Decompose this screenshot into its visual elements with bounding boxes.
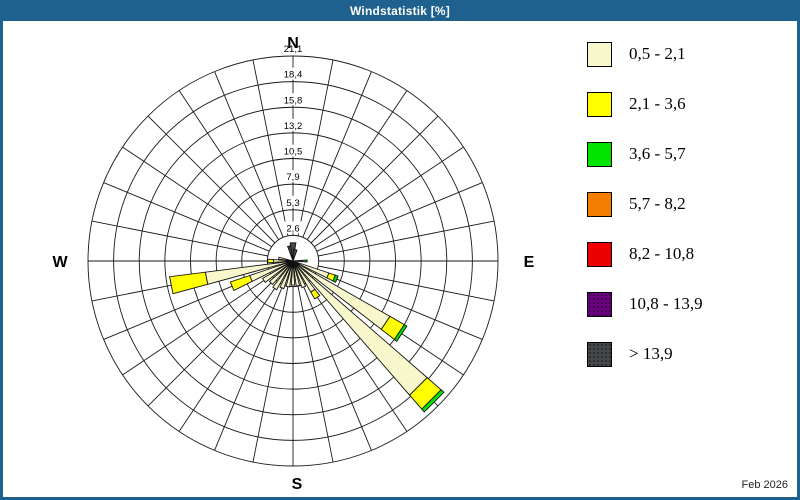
petal-segment	[169, 271, 209, 295]
legend-item: 10,8 - 13,9	[587, 291, 703, 317]
legend-swatch-class5	[587, 241, 612, 267]
legend-item: 3,6 - 5,7	[587, 141, 703, 167]
radial-tick-label: 21,1	[284, 44, 303, 55]
petal-segment	[291, 255, 294, 262]
petal-segment	[277, 256, 294, 262]
petal-segment	[229, 274, 253, 292]
petal-segment	[292, 260, 307, 289]
wind-rose-chart: 2,6 5,3 7,9 10,5 13,2 15,8 18,4 21,1N S W E	[52, 35, 535, 493]
title-bar: Windstatistik [%]	[0, 0, 800, 21]
legend-swatch-class2	[587, 91, 612, 117]
petal-segment	[301, 259, 308, 263]
compass-label: W	[52, 254, 68, 271]
legend-label: 2,1 - 3,6	[629, 94, 686, 113]
legend-item: 2,1 - 3,6	[587, 91, 703, 117]
petal-segment	[267, 258, 275, 264]
legend-swatch-class3	[587, 141, 612, 167]
petal-segment	[292, 260, 301, 287]
legend-item: 0,5 - 2,1	[587, 41, 703, 67]
petal-segment	[279, 260, 294, 290]
petal-segment	[268, 260, 294, 286]
petal-segment	[421, 389, 445, 413]
legend-label: 5,7 - 8,2	[629, 194, 686, 213]
petal-segment	[261, 260, 294, 284]
legend-swatch-class6	[587, 291, 612, 317]
legend: 0,5 - 2,1 2,1 - 3,6 3,6 - 5,7 5,7 - 8,2 …	[587, 41, 703, 391]
petal-segment	[292, 248, 298, 262]
radial-tick-label: 7,9	[286, 172, 299, 183]
legend-swatch-class7	[587, 341, 612, 367]
legend-label: 8,2 - 10,8	[629, 244, 695, 263]
window-title: Windstatistik [%]	[350, 3, 450, 18]
petal-segment	[290, 260, 296, 286]
legend-label: 3,6 - 5,7	[629, 144, 686, 163]
legend-item: 8,2 - 10,8	[587, 241, 703, 267]
radial-tick-label: 5,3	[286, 198, 299, 209]
petal-segment	[292, 260, 428, 396]
legend-swatch-class4	[587, 191, 612, 217]
petal-segment	[393, 323, 408, 342]
petal-segment	[332, 274, 339, 283]
legend-item: 5,7 - 8,2	[587, 191, 703, 217]
radial-tick-label: 10,5	[284, 147, 303, 158]
date-stamp: Feb 2026	[741, 479, 788, 491]
petal-segment	[310, 288, 321, 300]
radial-tick-label: 13,2	[284, 121, 303, 132]
compass-label: E	[524, 254, 535, 271]
radial-tick-label: 2,6	[286, 223, 299, 234]
compass-label: S	[292, 476, 303, 493]
legend-label: 10,8 - 13,9	[629, 294, 703, 313]
radial-tick-label: 18,4	[284, 70, 303, 81]
legend-label: 0,5 - 2,1	[629, 44, 686, 63]
compass-label: N	[287, 35, 299, 52]
legend-swatch-class1	[587, 41, 612, 67]
radial-tick-label: 15,8	[284, 95, 303, 106]
legend-label: > 13,9	[629, 344, 673, 363]
chart-panel: 2,6 5,3 7,9 10,5 13,2 15,8 18,4 21,1 N S W E 0,5 - …	[3, 21, 797, 497]
legend-item: > 13,9	[587, 341, 703, 367]
petal-segment	[272, 260, 294, 291]
